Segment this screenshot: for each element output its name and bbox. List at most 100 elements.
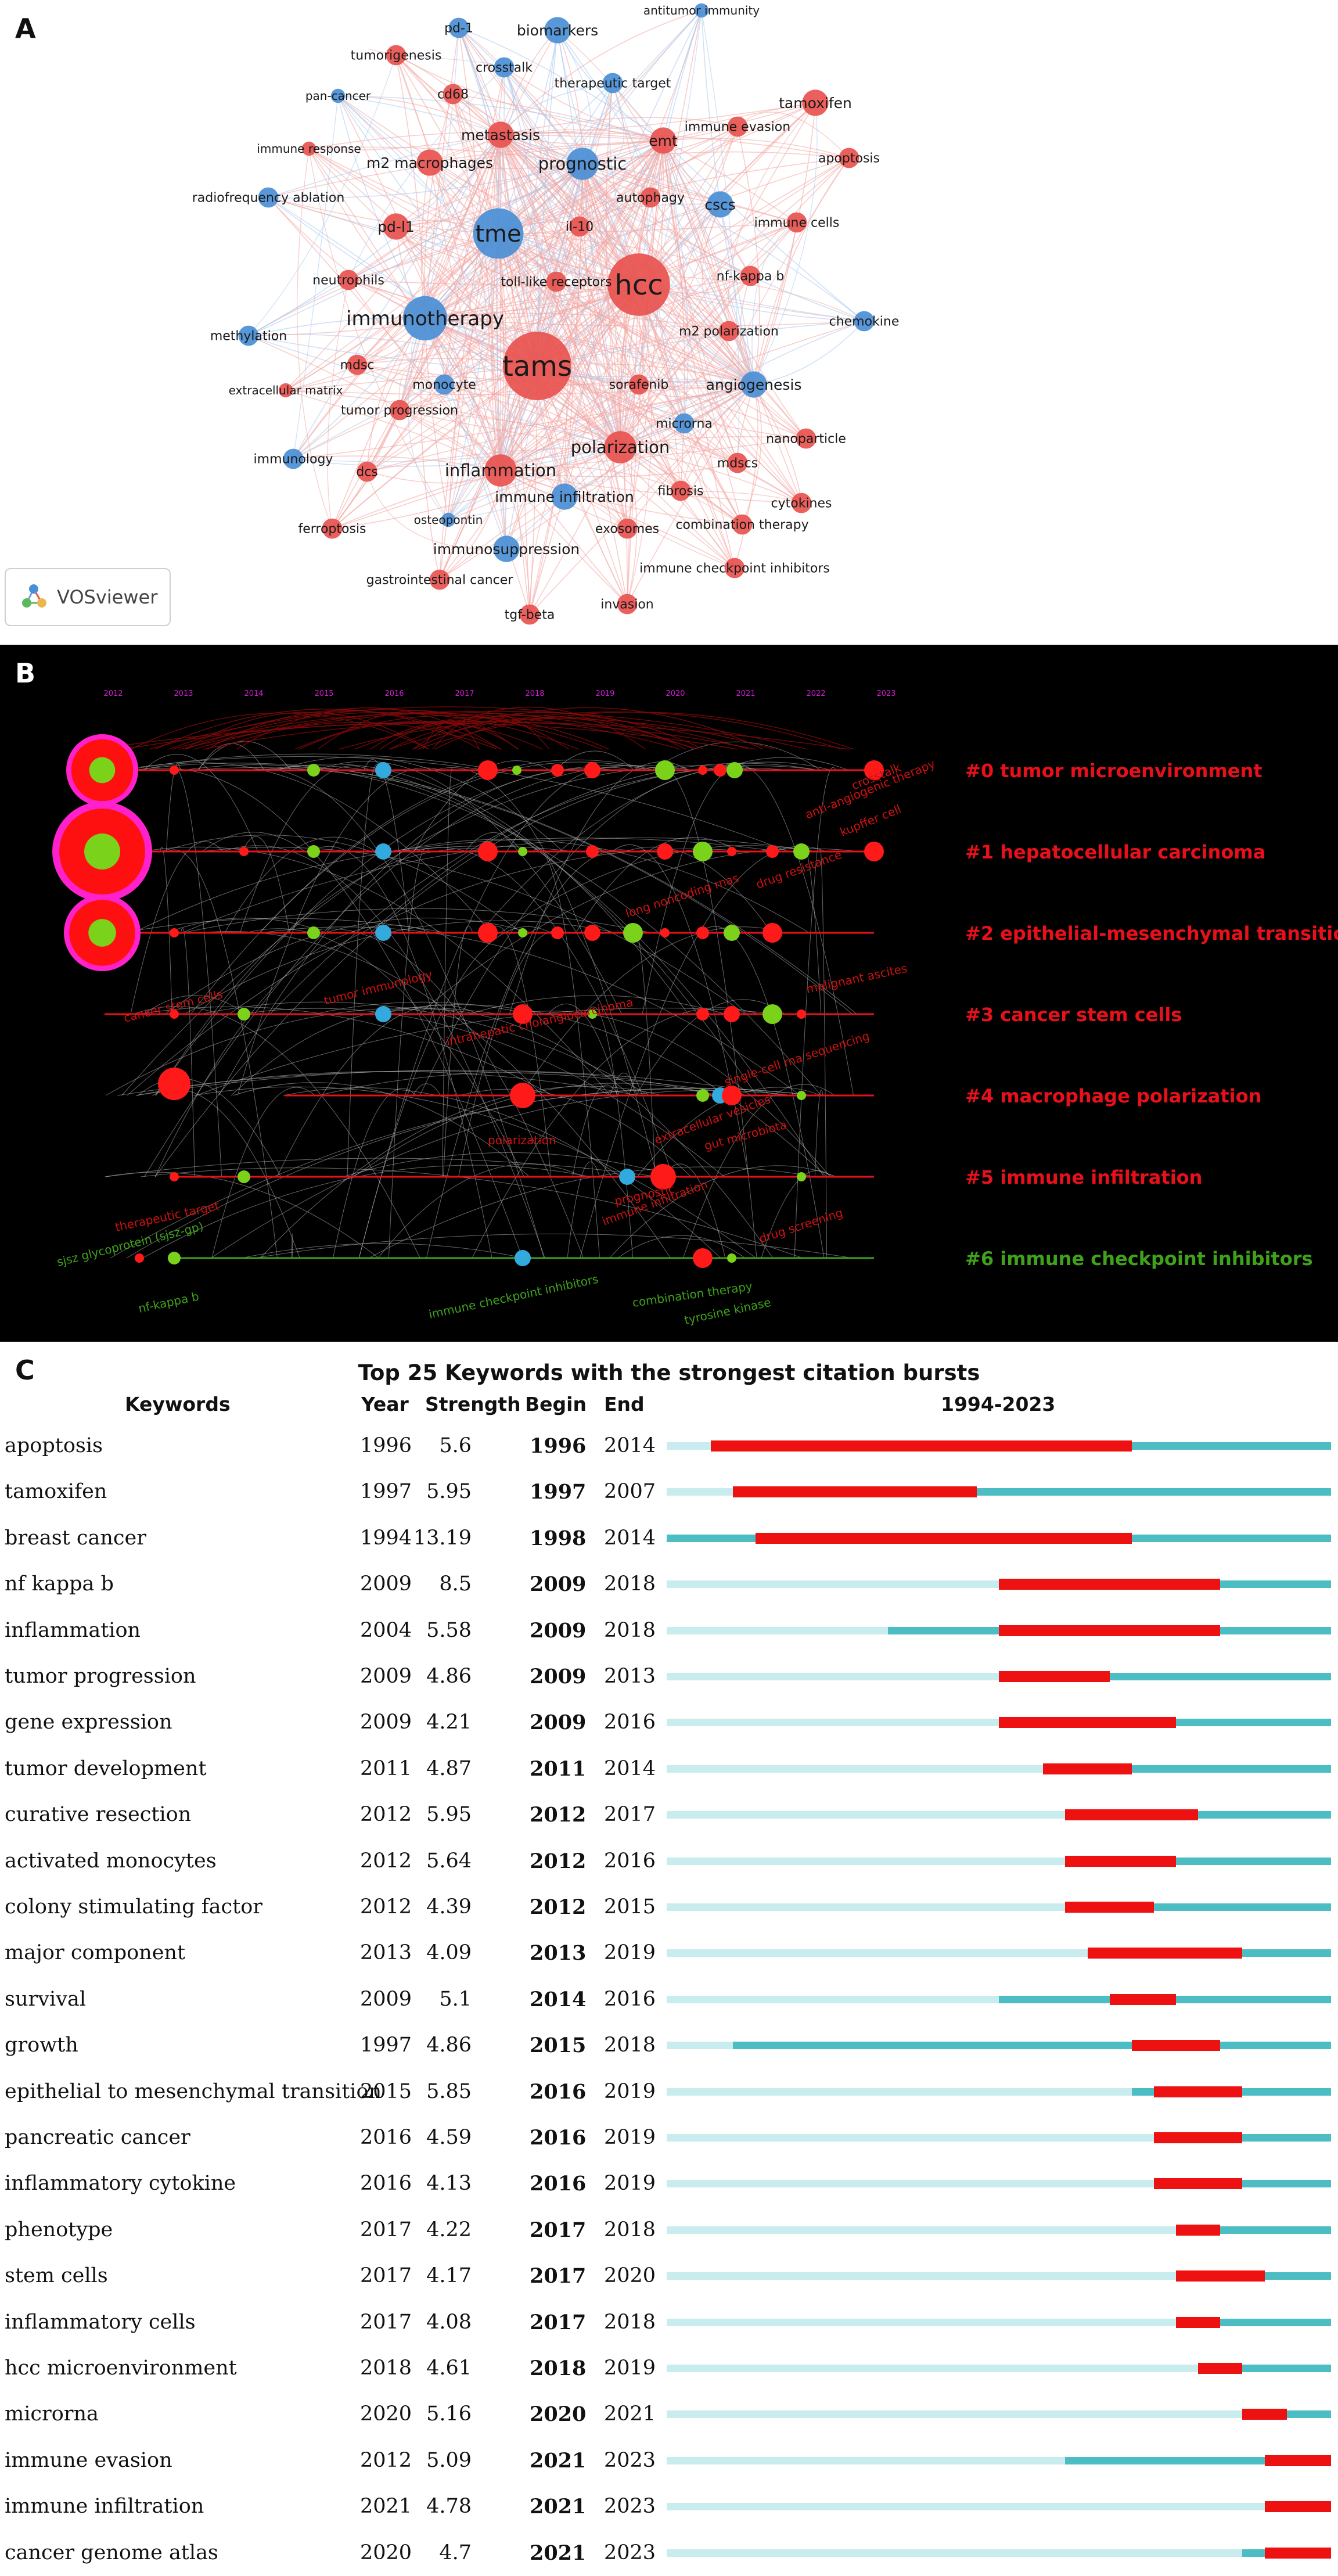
node-tumorigenesis[interactable]: [386, 45, 407, 66]
timeline-node[interactable]: [551, 926, 564, 939]
timeline-node[interactable]: [307, 926, 320, 939]
timeline-node[interactable]: [478, 842, 498, 861]
node-microrna[interactable]: [674, 413, 695, 434]
timeline-node[interactable]: [698, 766, 707, 775]
node-tme[interactable]: [473, 208, 524, 259]
node-antitumor-immunity[interactable]: [694, 3, 709, 18]
timeline-node[interactable]: [623, 923, 643, 943]
node-mdsc[interactable]: [347, 354, 368, 375]
node-immune-response[interactable]: [301, 141, 316, 156]
node-tgf-beta[interactable]: [519, 604, 540, 625]
node-immunotherapy[interactable]: [402, 296, 448, 341]
timeline-node[interactable]: [513, 1004, 533, 1024]
node-tumor-progression[interactable]: [389, 400, 410, 421]
node-osteopontin[interactable]: [441, 512, 456, 527]
node-nf-kappa-b[interactable]: [740, 265, 761, 286]
timeline-node[interactable]: [551, 764, 564, 777]
timeline-node[interactable]: [722, 1086, 742, 1105]
timeline-node[interactable]: [619, 1169, 635, 1185]
node-invasion[interactable]: [617, 594, 638, 615]
timeline-node[interactable]: [135, 1253, 144, 1263]
node-therapeutic-target[interactable]: [602, 73, 623, 94]
timeline-node[interactable]: [726, 762, 743, 778]
timeline-node[interactable]: [724, 1006, 740, 1022]
timeline-node[interactable]: [696, 1089, 709, 1102]
node-exosomes[interactable]: [617, 518, 638, 539]
timeline-node[interactable]: [518, 928, 527, 937]
node-immune-checkpoint-inhibitors[interactable]: [724, 558, 745, 579]
timeline-node[interactable]: [797, 1091, 806, 1100]
timeline-node[interactable]: [584, 762, 600, 778]
timeline-node[interactable]: [586, 845, 599, 858]
timeline-node[interactable]: [588, 1009, 597, 1019]
node-cscs[interactable]: [707, 191, 733, 218]
node-m2-polarization[interactable]: [718, 321, 739, 342]
timeline-node[interactable]: [170, 1009, 179, 1019]
timeline-node[interactable]: [714, 764, 726, 777]
node-tamoxifen[interactable]: [802, 89, 829, 116]
node-prognostic[interactable]: [566, 148, 599, 180]
node-metastasis[interactable]: [487, 121, 514, 148]
node-immunosuppression[interactable]: [493, 536, 520, 562]
cluster-label-4[interactable]: #4 macrophage polarization: [965, 1085, 1261, 1107]
node-gastrointestinal-cancer[interactable]: [429, 569, 450, 590]
timeline-node[interactable]: [724, 925, 740, 941]
cluster-label-1[interactable]: #1 hepatocellular carcinoma: [965, 841, 1265, 863]
node-immune-cells[interactable]: [786, 212, 807, 233]
node-pd-l1[interactable]: [383, 213, 409, 240]
timeline-node[interactable]: [693, 842, 713, 861]
timeline-node[interactable]: [797, 1172, 806, 1181]
node-extracellular-matrix[interactable]: [278, 383, 293, 398]
node-m2-macrophages[interactable]: [416, 149, 443, 176]
timeline-node[interactable]: [696, 926, 709, 939]
timeline-node[interactable]: [693, 1248, 713, 1268]
node-monocyte[interactable]: [434, 374, 455, 395]
node-cd68[interactable]: [443, 84, 463, 105]
node-chemokine[interactable]: [854, 311, 875, 332]
node-tams[interactable]: [503, 332, 571, 400]
cluster-label-0[interactable]: #0 tumor microenvironment: [965, 760, 1263, 782]
node-hcc[interactable]: [607, 253, 670, 316]
node-autophagy[interactable]: [640, 187, 661, 208]
node-biomarkers[interactable]: [544, 17, 571, 44]
timeline-node[interactable]: [238, 1170, 250, 1183]
timeline-node[interactable]: [239, 847, 249, 856]
node-emt[interactable]: [650, 127, 677, 154]
timeline-node[interactable]: [584, 925, 600, 941]
timeline-node[interactable]: [864, 842, 884, 861]
cluster-label-6[interactable]: #6 immune checkpoint inhibitors: [965, 1248, 1313, 1270]
timeline-node[interactable]: [307, 845, 320, 858]
timeline-node[interactable]: [518, 847, 527, 856]
timeline-node[interactable]: [375, 762, 391, 778]
timeline-node[interactable]: [375, 925, 391, 941]
timeline-node[interactable]: [170, 766, 179, 775]
cluster-label-5[interactable]: #5 immune infiltration: [965, 1166, 1202, 1188]
node-crosstalk[interactable]: [494, 57, 515, 78]
timeline-node[interactable]: [766, 845, 779, 858]
timeline-node[interactable]: [655, 760, 675, 780]
timeline-node[interactable]: [510, 1083, 535, 1108]
timeline-node[interactable]: [168, 1252, 181, 1264]
timeline-node[interactable]: [512, 766, 521, 775]
vosviewer-badge[interactable]: VOSviewer: [5, 568, 171, 626]
node-cytokines[interactable]: [791, 493, 812, 513]
node-polarization[interactable]: [604, 431, 636, 464]
node-toll-like-receptors[interactable]: [546, 271, 567, 292]
timeline-node[interactable]: [864, 760, 884, 780]
timeline-node[interactable]: [727, 847, 736, 856]
node-dcs[interactable]: [357, 461, 377, 482]
node-mdscs[interactable]: [727, 452, 748, 473]
timeline-node[interactable]: [375, 1006, 391, 1022]
timeline-node[interactable]: [696, 1008, 709, 1021]
timeline-node[interactable]: [797, 1009, 806, 1019]
node-methylation[interactable]: [238, 325, 259, 346]
timeline-node[interactable]: [307, 764, 320, 777]
node-immune-evasion[interactable]: [727, 116, 748, 137]
timeline-node[interactable]: [650, 1164, 676, 1190]
timeline-node[interactable]: [657, 843, 673, 860]
node-immune-infiltration[interactable]: [551, 483, 578, 510]
node-radiofrequency-ablation[interactable]: [258, 187, 279, 208]
timeline-node[interactable]: [660, 928, 670, 937]
node-pan-cancer[interactable]: [330, 88, 346, 103]
timeline-node[interactable]: [375, 843, 391, 860]
